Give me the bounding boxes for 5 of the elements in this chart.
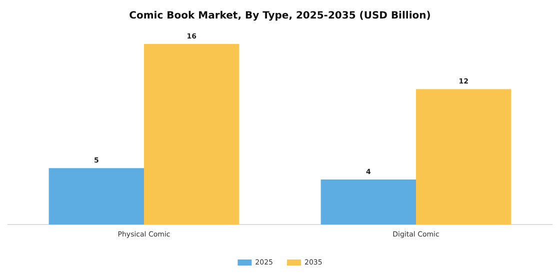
bar [416,89,512,225]
bar [48,168,144,225]
chart-title: Comic Book Market, By Type, 2025-2035 (USD Billion) [129,10,431,22]
bar [144,44,240,225]
bar [320,179,416,225]
